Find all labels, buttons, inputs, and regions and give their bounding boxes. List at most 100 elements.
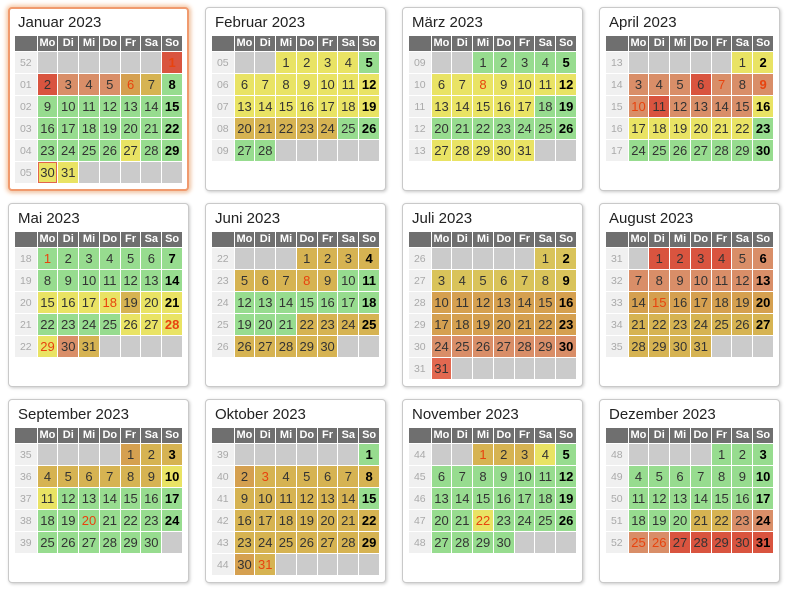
day-cell[interactable]: 27 — [690, 140, 711, 161]
day-cell[interactable]: 28 — [452, 140, 473, 161]
day-cell[interactable]: 9 — [670, 270, 690, 291]
day-cell[interactable]: 21 — [452, 118, 473, 139]
day-cell[interactable]: 30 — [141, 532, 162, 553]
day-cell[interactable]: 13 — [690, 96, 711, 117]
day-cell[interactable]: 15 — [359, 488, 379, 509]
day-cell[interactable]: 12 — [556, 74, 576, 95]
day-cell[interactable]: 26 — [556, 510, 576, 531]
day-cell[interactable]: 10 — [514, 74, 535, 95]
day-cell[interactable]: 23 — [670, 314, 690, 335]
day-cell[interactable]: 24 — [514, 118, 535, 139]
day-cell[interactable]: 29 — [649, 336, 670, 357]
day-cell[interactable]: 27 — [493, 336, 514, 357]
day-cell[interactable]: 11 — [452, 292, 473, 313]
day-cell[interactable]: 16 — [296, 96, 317, 117]
day-cell[interactable]: 20 — [317, 510, 338, 531]
day-cell[interactable]: 7 — [255, 74, 276, 95]
day-cell[interactable]: 14 — [99, 488, 120, 509]
day-cell[interactable]: 4 — [711, 248, 732, 269]
day-cell[interactable]: 2 — [732, 444, 753, 465]
day-cell[interactable]: 23 — [234, 532, 255, 553]
day-cell[interactable]: 8 — [711, 466, 732, 487]
day-cell[interactable]: 6 — [493, 270, 514, 291]
day-cell[interactable]: 30 — [317, 336, 338, 357]
day-cell[interactable]: 4 — [37, 466, 58, 487]
day-cell[interactable]: 20 — [141, 292, 162, 313]
day-cell[interactable]: 13 — [141, 270, 162, 291]
day-cell[interactable]: 15 — [649, 292, 670, 313]
day-cell[interactable]: 12 — [473, 292, 493, 313]
day-cell[interactable]: 11 — [99, 270, 120, 291]
day-cell[interactable]: 15 — [473, 96, 493, 117]
day-cell[interactable]: 5 — [670, 74, 690, 95]
day-cell[interactable]: 25 — [535, 510, 556, 531]
day-cell[interactable]: 30 — [753, 140, 773, 161]
day-cell[interactable]: 22 — [473, 510, 493, 531]
day-cell[interactable]: 11 — [535, 466, 556, 487]
day-cell[interactable]: 2 — [37, 74, 58, 95]
day-cell[interactable]: 18 — [37, 510, 58, 531]
day-cell[interactable]: 28 — [255, 140, 276, 161]
day-cell[interactable]: 16 — [493, 488, 514, 509]
day-cell[interactable]: 3 — [162, 444, 182, 465]
day-cell[interactable]: 24 — [58, 140, 79, 161]
day-cell[interactable]: 20 — [431, 118, 452, 139]
day-cell[interactable]: 22 — [296, 314, 317, 335]
day-cell[interactable]: 20 — [431, 510, 452, 531]
day-cell[interactable]: 27 — [753, 314, 773, 335]
day-cell[interactable]: 15 — [535, 292, 556, 313]
day-cell[interactable]: 28 — [99, 532, 120, 553]
day-cell[interactable]: 4 — [535, 52, 556, 73]
day-cell[interactable]: 19 — [234, 314, 255, 335]
day-cell[interactable]: 5 — [359, 52, 379, 73]
day-cell[interactable]: 18 — [452, 314, 473, 335]
day-cell[interactable]: 17 — [753, 488, 773, 509]
day-cell[interactable]: 7 — [690, 466, 711, 487]
day-cell[interactable]: 3 — [753, 444, 773, 465]
day-cell[interactable]: 7 — [514, 270, 535, 291]
day-cell[interactable]: 23 — [732, 510, 753, 531]
day-cell[interactable]: 29 — [162, 140, 182, 161]
day-cell[interactable]: 25 — [37, 532, 58, 553]
day-cell[interactable]: 24 — [431, 336, 452, 357]
day-cell[interactable]: 12 — [296, 488, 317, 509]
day-cell[interactable]: 21 — [99, 510, 120, 531]
day-cell[interactable]: 27 — [431, 532, 452, 553]
day-cell[interactable]: 14 — [276, 292, 296, 313]
day-cell[interactable]: 19 — [556, 488, 576, 509]
day-cell[interactable]: 7 — [628, 270, 649, 291]
day-cell[interactable]: 20 — [670, 510, 690, 531]
day-cell[interactable]: 8 — [37, 270, 58, 291]
day-cell[interactable]: 19 — [556, 96, 576, 117]
day-cell[interactable]: 30 — [234, 554, 255, 575]
day-cell[interactable]: 29 — [535, 336, 556, 357]
day-cell[interactable]: 22 — [359, 510, 379, 531]
day-cell[interactable]: 4 — [99, 248, 120, 269]
day-cell[interactable]: 9 — [493, 74, 514, 95]
day-cell[interactable]: 11 — [79, 96, 99, 117]
day-cell[interactable]: 10 — [514, 466, 535, 487]
day-cell[interactable]: 18 — [535, 488, 556, 509]
day-cell[interactable]: 20 — [493, 314, 514, 335]
day-cell[interactable]: 4 — [628, 466, 649, 487]
day-cell[interactable]: 8 — [732, 74, 753, 95]
day-cell[interactable]: 19 — [296, 510, 317, 531]
day-cell[interactable]: 29 — [732, 140, 753, 161]
day-cell[interactable]: 7 — [338, 466, 359, 487]
day-cell[interactable]: 13 — [234, 96, 255, 117]
day-cell[interactable]: 25 — [276, 532, 296, 553]
day-cell[interactable]: 15 — [162, 96, 182, 117]
day-cell[interactable]: 31 — [753, 532, 773, 553]
day-cell[interactable]: 4 — [649, 74, 670, 95]
day-cell[interactable]: 27 — [670, 532, 690, 553]
day-cell[interactable]: 30 — [732, 532, 753, 553]
day-cell[interactable]: 5 — [556, 444, 576, 465]
day-cell[interactable]: 16 — [493, 96, 514, 117]
day-cell[interactable]: 3 — [514, 444, 535, 465]
day-cell[interactable]: 25 — [99, 314, 120, 335]
day-cell[interactable]: 10 — [753, 466, 773, 487]
day-cell[interactable]: 18 — [649, 118, 670, 139]
day-cell[interactable]: 3 — [628, 74, 649, 95]
day-cell[interactable]: 14 — [255, 96, 276, 117]
day-cell[interactable]: 25 — [79, 140, 99, 161]
